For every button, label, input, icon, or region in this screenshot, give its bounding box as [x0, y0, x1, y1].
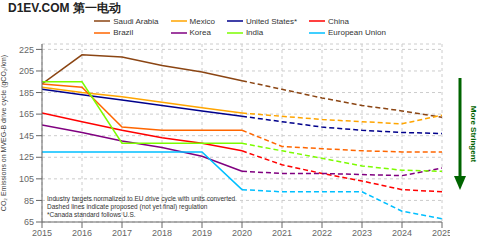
svg-text:165: 165: [19, 109, 34, 119]
html-text:India: India: [245, 28, 264, 38]
svg-text:2015: 2015: [32, 228, 52, 238]
svg-text:65: 65: [24, 217, 34, 227]
svg-text:2022: 2022: [312, 228, 332, 238]
svg-text:2023: 2023: [352, 228, 372, 238]
html-text:United States*: United States*: [245, 16, 297, 26]
html-text:European Union: European Union: [328, 28, 386, 38]
svg-text:2016: 2016: [72, 228, 92, 238]
svg-text:2024: 2024: [392, 228, 412, 238]
svg-text:2021: 2021: [272, 228, 292, 238]
svg-text:85: 85: [24, 196, 34, 206]
svg-text:2020: 2020: [232, 228, 252, 238]
svg-text:2018: 2018: [152, 228, 172, 238]
html-text:Brazil: Brazil: [113, 28, 134, 38]
html-text:China: China: [328, 16, 349, 26]
html-text:D1EV.COM 第一电动: D1EV.COM 第一电动: [8, 1, 121, 15]
html-text:Dashed lines indicate proposed: Dashed lines indicate proposed (not yet …: [47, 203, 208, 210]
html-text:Mexico: Mexico: [189, 16, 215, 26]
html-text:Industry targets normalized to: Industry targets normalized to EU drive …: [47, 195, 236, 202]
svg-text:More Stringent: More Stringent: [469, 106, 472, 163]
svg-text:105: 105: [19, 174, 34, 184]
svg-text:2025: 2025: [432, 228, 450, 238]
html-text:Saudi Arabia: Saudi Arabia: [113, 16, 159, 26]
svg-text:2019: 2019: [192, 228, 212, 238]
html-text:Korea: Korea: [189, 28, 211, 38]
svg-text:145: 145: [19, 131, 34, 141]
svg-text:185: 185: [19, 88, 34, 98]
html-text:*Canada standard follows U.S.: *Canada standard follows U.S.: [47, 211, 136, 218]
svg-text:205: 205: [19, 66, 34, 76]
svg-text:225: 225: [19, 45, 34, 55]
svg-text:125: 125: [19, 152, 34, 162]
svg-text:CO₂ Emissions on MVEG-B drive: CO₂ Emissions on MVEG-B drive cycle (gCO…: [8, 55, 9, 211]
svg-text:2017: 2017: [112, 228, 132, 238]
